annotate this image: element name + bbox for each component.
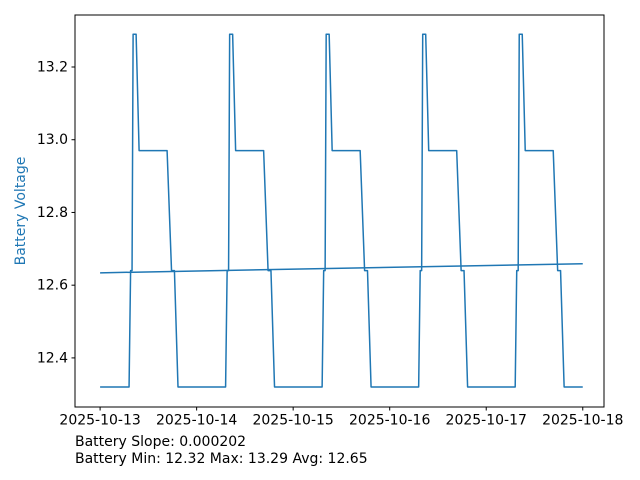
trend-line bbox=[100, 262, 583, 274]
y-axis-label: Battery Voltage bbox=[13, 157, 29, 266]
y-tick-label: 12.6 bbox=[37, 278, 68, 294]
x-tick-label: 2025-10-16 bbox=[349, 413, 430, 429]
plot-border bbox=[74, 14, 605, 408]
y-tick-label: 13.0 bbox=[37, 132, 68, 148]
x-tick-label: 2025-10-17 bbox=[446, 413, 527, 429]
y-tick-label: 12.8 bbox=[37, 205, 68, 221]
battery-slope-annotation: Battery Slope: 0.000202 bbox=[75, 434, 247, 450]
x-tick-label: 2025-10-18 bbox=[542, 413, 623, 429]
x-tick-label: 2025-10-14 bbox=[156, 413, 237, 429]
battery-voltage bbox=[100, 33, 583, 388]
x-tick-label: 2025-10-15 bbox=[252, 413, 333, 429]
y-tick-label: 12.4 bbox=[37, 350, 68, 366]
battery-stats-annotation: Battery Min: 12.32 Max: 13.29 Avg: 12.65 bbox=[75, 451, 368, 467]
x-tick-label: 2025-10-13 bbox=[59, 413, 140, 429]
y-tick-label: 13.2 bbox=[37, 60, 68, 76]
